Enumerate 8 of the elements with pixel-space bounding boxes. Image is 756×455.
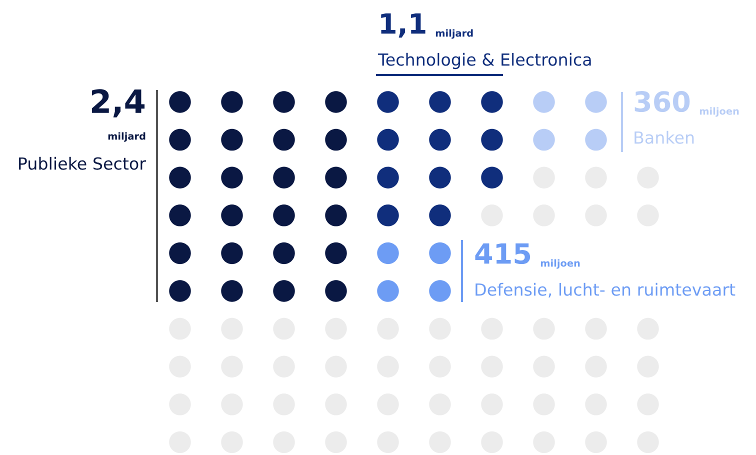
category-label: Publieke Sector [19,156,146,170]
data-label: 415 miljoen [475,243,580,269]
category-label: Banken [634,130,694,144]
data-label: 1,1 miljard [381,13,473,39]
category-label: Defensie, lucht- en ruimtevaart [476,282,736,298]
data-label: 360 miljoen [634,91,739,117]
category-label: Technologie & Electronica [378,52,591,70]
data-label: 2,4 miljard [92,89,146,142]
